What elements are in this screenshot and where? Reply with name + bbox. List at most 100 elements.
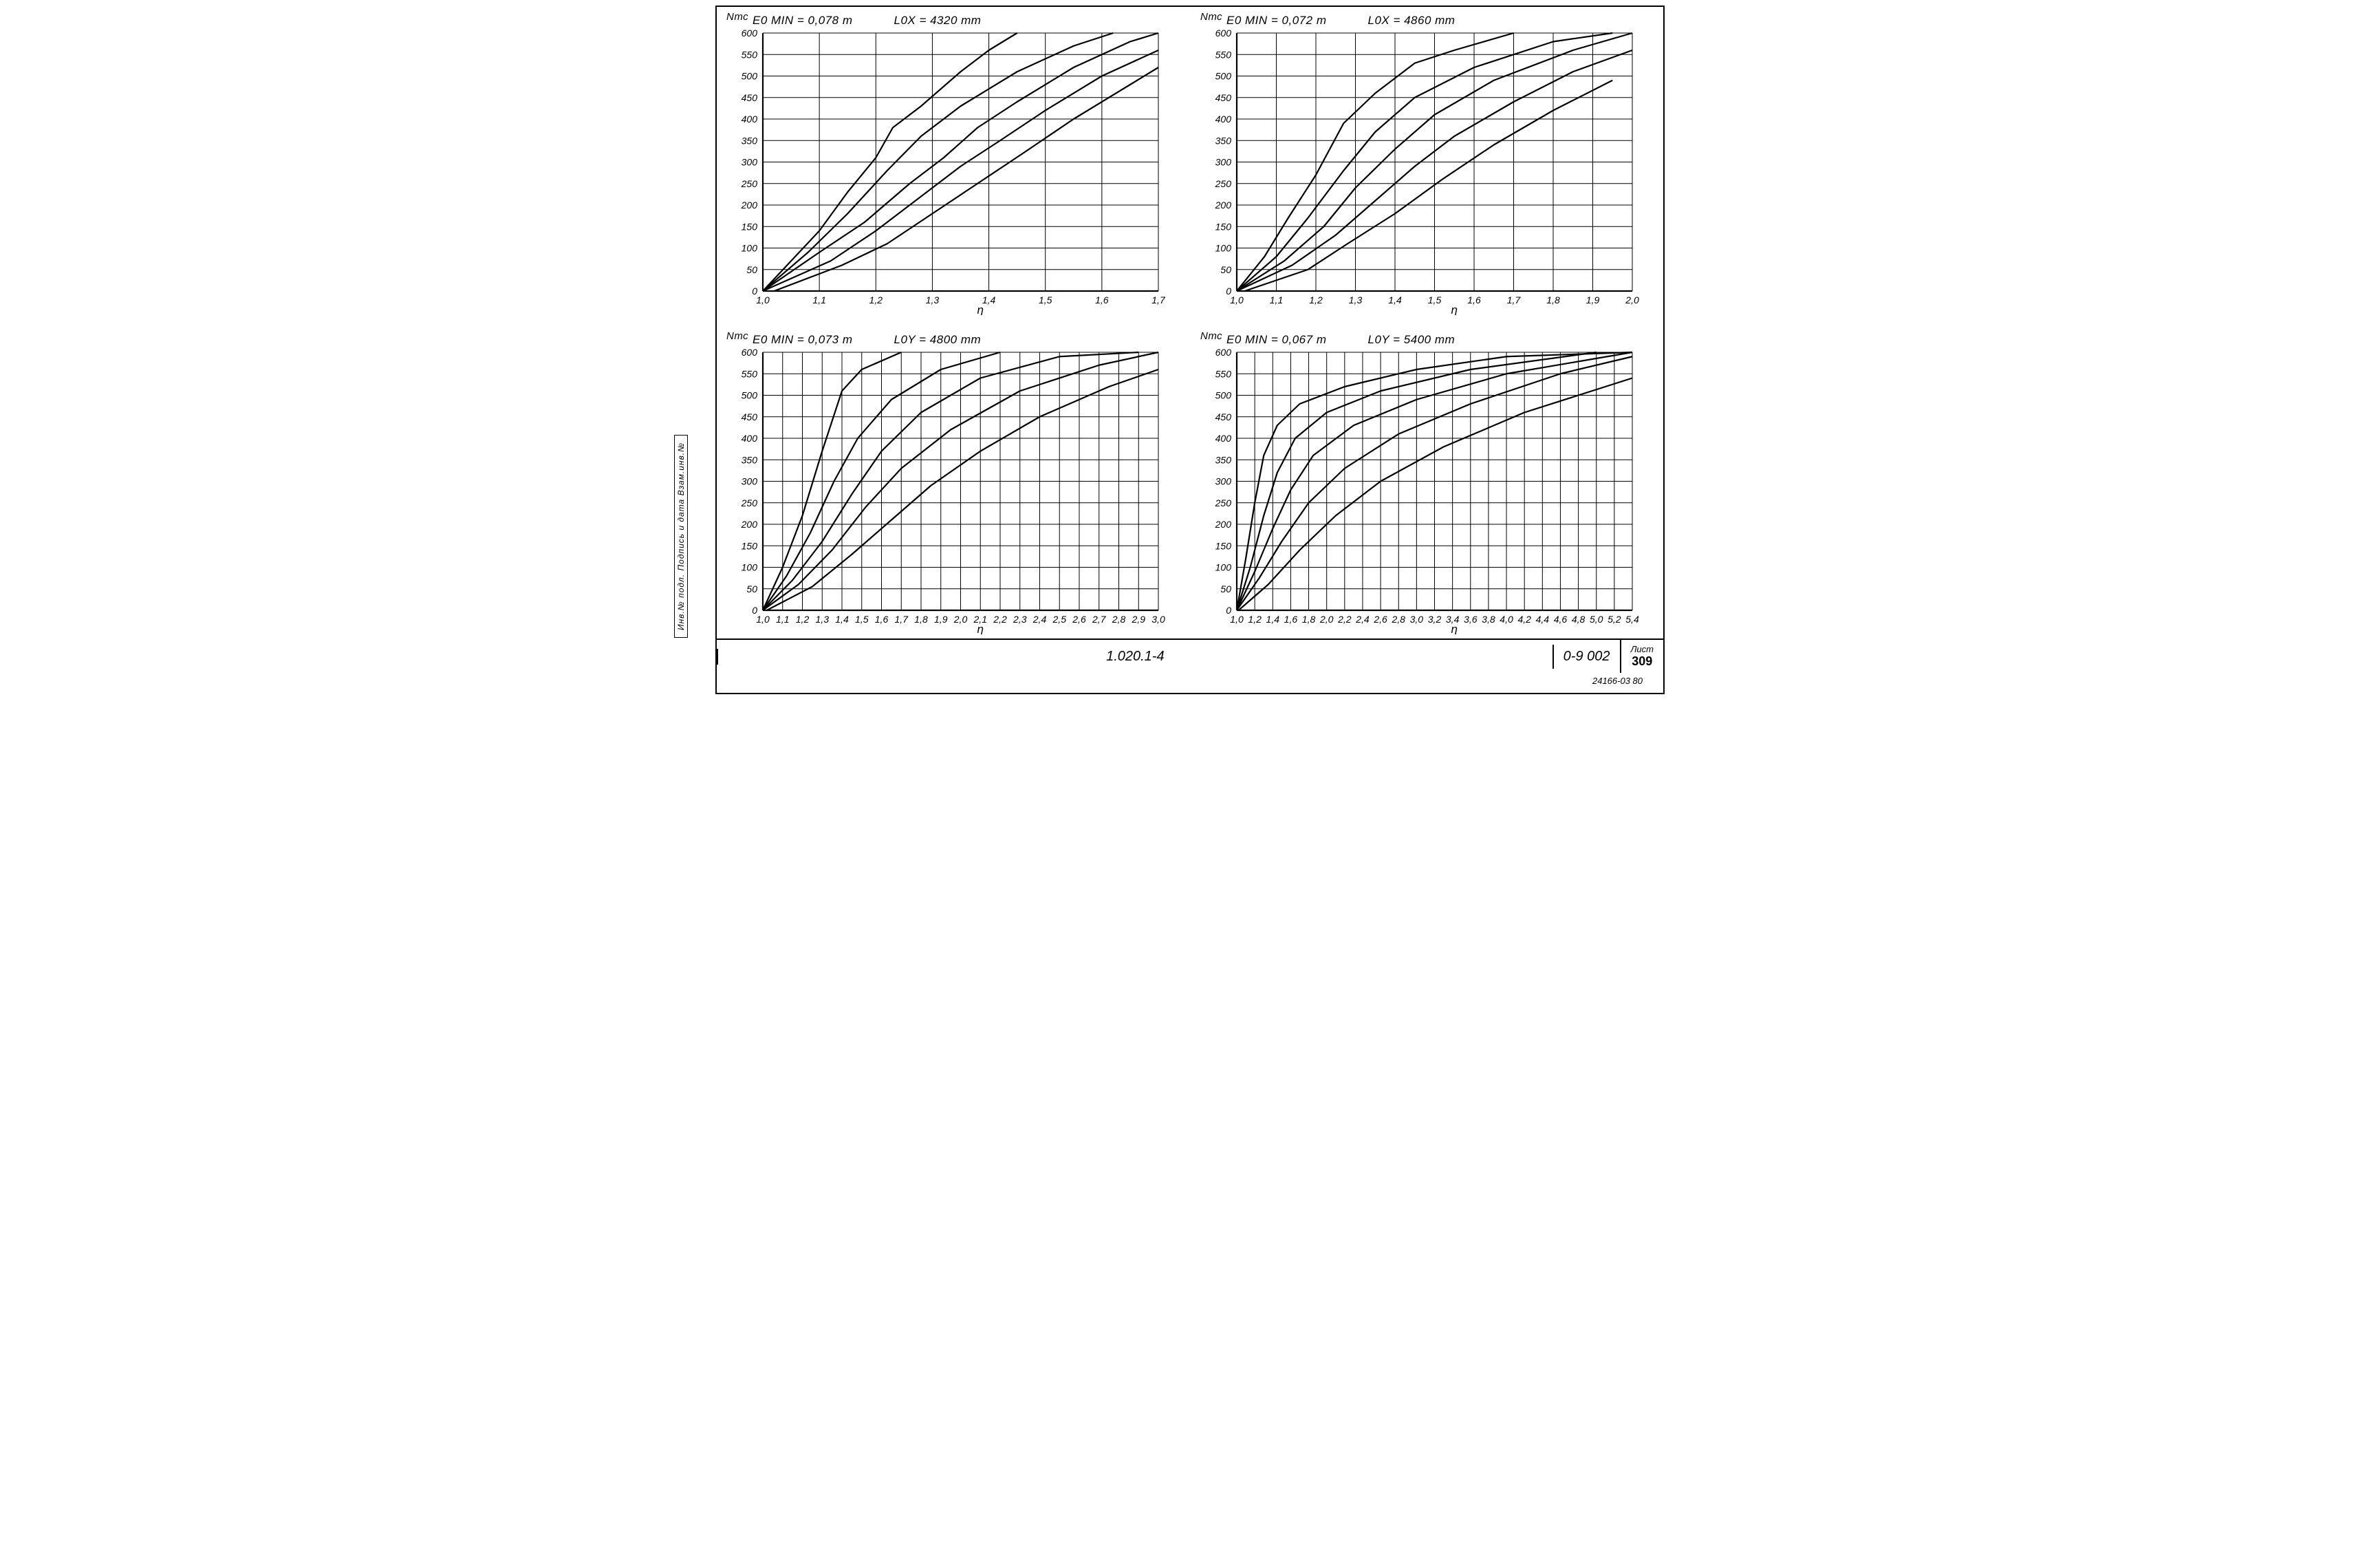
svg-text:2,6: 2,6 xyxy=(1373,614,1387,625)
svg-text:2,0: 2,0 xyxy=(1625,294,1639,305)
doc-code: 0-9 002 xyxy=(1553,645,1620,669)
svg-text:300: 300 xyxy=(1215,476,1232,487)
svg-text:1,9: 1,9 xyxy=(1586,294,1600,305)
svg-text:350: 350 xyxy=(1215,135,1232,146)
svg-text:η: η xyxy=(977,623,984,634)
svg-text:5,4: 5,4 xyxy=(1625,614,1639,625)
svg-text:500: 500 xyxy=(1215,390,1232,401)
svg-text:300: 300 xyxy=(1215,157,1232,168)
svg-text:400: 400 xyxy=(742,114,758,125)
svg-text:200: 200 xyxy=(1215,200,1232,211)
svg-text:3,0: 3,0 xyxy=(1151,614,1165,625)
heading-right: L0Y = 4800 mm xyxy=(894,333,981,347)
svg-text:1,4: 1,4 xyxy=(1266,614,1280,625)
svg-text:η: η xyxy=(1451,303,1458,315)
svg-text:1,0: 1,0 xyxy=(756,294,770,305)
svg-text:250: 250 xyxy=(741,497,758,508)
svg-text:350: 350 xyxy=(1215,454,1232,465)
chart-svg: 1,01,11,21,31,41,51,61,70501001502002503… xyxy=(725,26,1165,315)
svg-text:1,5: 1,5 xyxy=(1428,294,1442,305)
drawing-sheet: Инв.№ подл. Подпись и дата Взам.инв.№ Nт… xyxy=(715,6,1665,694)
svg-text:1,4: 1,4 xyxy=(835,614,849,625)
heading-left: E0 MIN = 0,073 m xyxy=(753,333,852,347)
sheet-label: Лист xyxy=(1631,644,1654,654)
chart-panel-tr: Nтс E0 MIN = 0,072 m L0X = 4860 mm 1,0 1,1 1,… xyxy=(1199,14,1655,315)
heading-left: E0 MIN = 0,072 m xyxy=(1226,14,1326,28)
svg-text:0: 0 xyxy=(752,605,757,616)
y-axis-title: Nтс xyxy=(1200,330,1222,342)
svg-text:1,3: 1,3 xyxy=(1349,294,1363,305)
svg-text:1,1: 1,1 xyxy=(1270,294,1283,305)
y-axis-title: Nтс xyxy=(1200,11,1222,23)
svg-text:600: 600 xyxy=(1215,347,1232,358)
svg-text:2,4: 2,4 xyxy=(1032,614,1047,625)
svg-text:2,8: 2,8 xyxy=(1112,614,1126,625)
svg-text:500: 500 xyxy=(742,390,758,401)
svg-text:550: 550 xyxy=(1215,368,1232,379)
svg-text:4,0: 4,0 xyxy=(1500,614,1513,625)
svg-text:600: 600 xyxy=(742,347,758,358)
svg-text:4,2: 4,2 xyxy=(1517,614,1531,625)
svg-text:1,7: 1,7 xyxy=(1507,294,1522,305)
svg-text:600: 600 xyxy=(742,28,758,39)
panels-grid: NтсE0 MIN = 0,078 mL0X = 4320 mm1,01,11,… xyxy=(725,14,1655,634)
sheet-no: 309 xyxy=(1631,654,1654,669)
svg-text:50: 50 xyxy=(1220,264,1231,275)
svg-text:200: 200 xyxy=(741,519,758,530)
svg-text:1,2: 1,2 xyxy=(1309,294,1323,305)
heading-left: E0 MIN = 0,067 m xyxy=(1226,333,1326,347)
svg-text:100: 100 xyxy=(1215,562,1232,573)
svg-text:400: 400 xyxy=(1215,433,1232,444)
svg-text:η: η xyxy=(1451,623,1458,634)
svg-text:550: 550 xyxy=(1215,49,1232,60)
chart-svg: 1,01,11,21,31,41,51,61,71,81,92,00501001… xyxy=(1199,26,1639,315)
svg-text:400: 400 xyxy=(742,433,758,444)
y-axis-title: Nтс xyxy=(726,11,748,23)
svg-text:500: 500 xyxy=(742,71,758,82)
svg-text:0: 0 xyxy=(752,286,757,297)
chart-svg: 1,01,11,21,31,41,51,61,71,81,92,02,12,22… xyxy=(725,345,1165,634)
svg-text:2,8: 2,8 xyxy=(1391,614,1405,625)
svg-text:1,4: 1,4 xyxy=(982,294,996,305)
svg-text:2,5: 2,5 xyxy=(1052,614,1067,625)
svg-text:0: 0 xyxy=(1226,286,1231,297)
svg-text:1,6: 1,6 xyxy=(875,614,889,625)
svg-text:1,1: 1,1 xyxy=(812,294,825,305)
svg-text:350: 350 xyxy=(742,135,758,146)
svg-text:1,7: 1,7 xyxy=(1151,294,1165,305)
svg-text:5,0: 5,0 xyxy=(1590,614,1603,625)
svg-text:1,6: 1,6 xyxy=(1284,614,1298,625)
svg-text:100: 100 xyxy=(742,562,758,573)
svg-text:1,7: 1,7 xyxy=(895,614,909,625)
svg-text:50: 50 xyxy=(746,583,757,594)
svg-text:150: 150 xyxy=(1215,221,1232,232)
svg-text:0: 0 xyxy=(1226,605,1231,616)
svg-text:4,8: 4,8 xyxy=(1572,614,1586,625)
svg-text:1,6: 1,6 xyxy=(1095,294,1109,305)
svg-text:200: 200 xyxy=(741,200,758,211)
svg-text:1,0: 1,0 xyxy=(1230,614,1244,625)
svg-text:2,7: 2,7 xyxy=(1092,614,1107,625)
svg-text:250: 250 xyxy=(1215,497,1232,508)
svg-text:1,1: 1,1 xyxy=(776,614,789,625)
chart-panel-br: NтсE0 MIN = 0,067 mL0Y = 5400 mm1,01,21,… xyxy=(1199,333,1655,634)
svg-text:η: η xyxy=(977,303,984,315)
chart-svg: 1,01,21,41,61,82,02,22,42,62,83,03,23,43… xyxy=(1199,345,1639,634)
heading-right: L0X = 4860 mm xyxy=(1367,14,1455,28)
svg-text:1,0: 1,0 xyxy=(756,614,770,625)
svg-text:2,0: 2,0 xyxy=(953,614,968,625)
series-code: 1.020.1-4 xyxy=(717,649,1553,665)
svg-text:4,6: 4,6 xyxy=(1554,614,1568,625)
svg-text:1,0: 1,0 xyxy=(1230,294,1244,305)
svg-text:1,5: 1,5 xyxy=(1039,294,1052,305)
svg-text:1,2: 1,2 xyxy=(1248,614,1262,625)
svg-text:3,0: 3,0 xyxy=(1410,614,1424,625)
svg-text:1,3: 1,3 xyxy=(926,294,940,305)
svg-text:550: 550 xyxy=(742,368,758,379)
heading-right: L0X = 4320 mm xyxy=(894,14,981,28)
svg-text:600: 600 xyxy=(1215,28,1232,39)
svg-text:550: 550 xyxy=(742,49,758,60)
svg-text:3,8: 3,8 xyxy=(1482,614,1495,625)
footer: 24166-03 80 xyxy=(725,673,1655,693)
svg-text:2,6: 2,6 xyxy=(1072,614,1086,625)
